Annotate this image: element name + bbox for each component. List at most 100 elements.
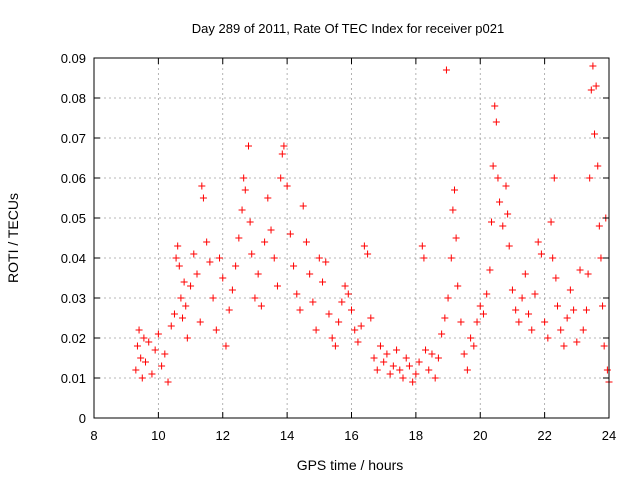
data-point <box>132 366 140 374</box>
data-point <box>434 354 442 362</box>
y-tick-label: 0.07 <box>61 131 86 146</box>
data-point <box>309 298 317 306</box>
data-point <box>175 262 183 270</box>
x-tick-label: 16 <box>344 428 358 443</box>
data-point <box>293 290 301 298</box>
x-tick-label: 20 <box>473 428 487 443</box>
data-point <box>505 242 513 250</box>
data-point <box>251 294 259 302</box>
data-point <box>425 366 433 374</box>
data-point <box>438 330 446 338</box>
data-point <box>154 330 162 338</box>
data-point <box>460 350 468 358</box>
x-axis-label: GPS time / hours <box>297 457 404 473</box>
data-point <box>257 302 265 310</box>
data-point <box>290 262 298 270</box>
data-point <box>180 278 188 286</box>
data-point <box>254 270 262 278</box>
data-point <box>483 290 491 298</box>
data-point <box>261 238 269 246</box>
data-point <box>338 298 346 306</box>
data-point <box>145 338 153 346</box>
data-point <box>415 358 423 366</box>
data-point <box>544 334 552 342</box>
data-point <box>306 270 314 278</box>
x-tick-label: 8 <box>90 428 97 443</box>
data-point <box>142 358 149 366</box>
data-point <box>399 374 407 382</box>
data-point <box>344 290 352 298</box>
data-point <box>335 318 343 326</box>
data-point <box>158 362 166 370</box>
data-point <box>518 294 526 302</box>
data-point <box>286 230 294 238</box>
data-point <box>521 270 529 278</box>
data-point <box>491 102 499 110</box>
data-point <box>283 182 291 190</box>
axis-ticks: 8 10 12 14 16 18 20 22 24 0 0.01 0.02 0.03 0.04 0.05 0.… <box>61 51 617 443</box>
data-point <box>241 186 249 194</box>
y-tick-label: 0.06 <box>61 171 86 186</box>
data-point <box>232 262 240 270</box>
data-point <box>496 198 504 206</box>
data-point <box>431 374 439 382</box>
y-tick-label: 0.03 <box>61 291 86 306</box>
data-point <box>405 362 413 370</box>
data-point <box>148 370 156 378</box>
data-point <box>563 314 571 322</box>
y-tick-label: 0.05 <box>61 211 86 226</box>
data-point <box>467 334 475 342</box>
data-point <box>508 286 516 294</box>
data-point <box>589 62 597 70</box>
data-point <box>591 130 599 138</box>
data-point <box>351 326 359 334</box>
data-point <box>595 222 603 230</box>
data-point <box>235 234 243 242</box>
data-point <box>373 366 381 374</box>
x-tick-label: 24 <box>602 428 616 443</box>
data-point <box>584 270 592 278</box>
data-point <box>364 250 372 258</box>
y-tick-label: 0.08 <box>61 91 86 106</box>
data-point <box>549 254 557 262</box>
data-point <box>199 194 207 202</box>
data-point <box>463 366 471 374</box>
data-point <box>248 250 256 258</box>
data-point <box>383 350 391 358</box>
x-tick-label: 14 <box>280 428 294 443</box>
data-point <box>341 282 349 290</box>
data-point <box>322 258 330 266</box>
data-point <box>172 254 180 262</box>
data-point <box>161 350 169 358</box>
data-point <box>579 326 587 334</box>
data-point <box>273 282 281 290</box>
data-point <box>312 326 320 334</box>
x-tick-label: 12 <box>216 428 230 443</box>
data-point <box>499 222 507 230</box>
data-point <box>582 306 590 314</box>
data-point <box>428 350 436 358</box>
data-point <box>512 306 520 314</box>
data-point <box>370 354 378 362</box>
data-point <box>360 242 368 250</box>
data-point <box>587 86 595 94</box>
data-point <box>209 294 217 302</box>
data-point <box>331 342 339 350</box>
data-point <box>219 274 227 282</box>
data-point <box>592 82 600 90</box>
data-point <box>302 238 310 246</box>
y-tick-label: 0.04 <box>61 251 86 266</box>
data-point <box>396 366 404 374</box>
y-tick-label: 0.01 <box>61 371 86 386</box>
data-point <box>196 318 204 326</box>
data-point <box>552 274 560 282</box>
data-point <box>315 254 323 262</box>
data-point <box>179 314 187 322</box>
data-point <box>354 338 362 346</box>
data-point <box>137 354 145 362</box>
y-tick-label: 0.09 <box>61 51 86 66</box>
data-point <box>451 186 458 194</box>
data-point <box>447 254 455 262</box>
data-point <box>190 250 198 258</box>
